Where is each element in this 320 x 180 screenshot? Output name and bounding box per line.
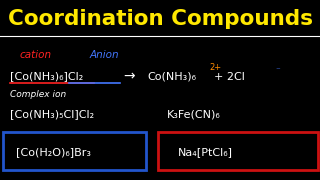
Text: →: →: [123, 69, 135, 84]
Text: cation: cation: [19, 50, 51, 60]
Text: Coordination Compounds: Coordination Compounds: [7, 9, 313, 29]
Text: ⁻: ⁻: [275, 67, 280, 76]
Text: K₃Fe(CN)₆: K₃Fe(CN)₆: [166, 109, 220, 119]
Text: [Co(H₂O)₆]Br₃: [Co(H₂O)₆]Br₃: [16, 147, 91, 157]
Text: Anion: Anion: [90, 50, 119, 60]
Text: Co(NH₃)₆: Co(NH₃)₆: [147, 71, 196, 82]
Text: Complex ion: Complex ion: [10, 90, 66, 99]
Text: Na₄[PtCl₆]: Na₄[PtCl₆]: [178, 147, 233, 157]
Text: + 2Cl: + 2Cl: [214, 71, 245, 82]
Text: [Co(NH₃)₆]Cl₂: [Co(NH₃)₆]Cl₂: [10, 71, 83, 82]
Text: [Co(NH₃)₅Cl]Cl₂: [Co(NH₃)₅Cl]Cl₂: [10, 109, 94, 119]
Text: 2+: 2+: [210, 63, 222, 72]
